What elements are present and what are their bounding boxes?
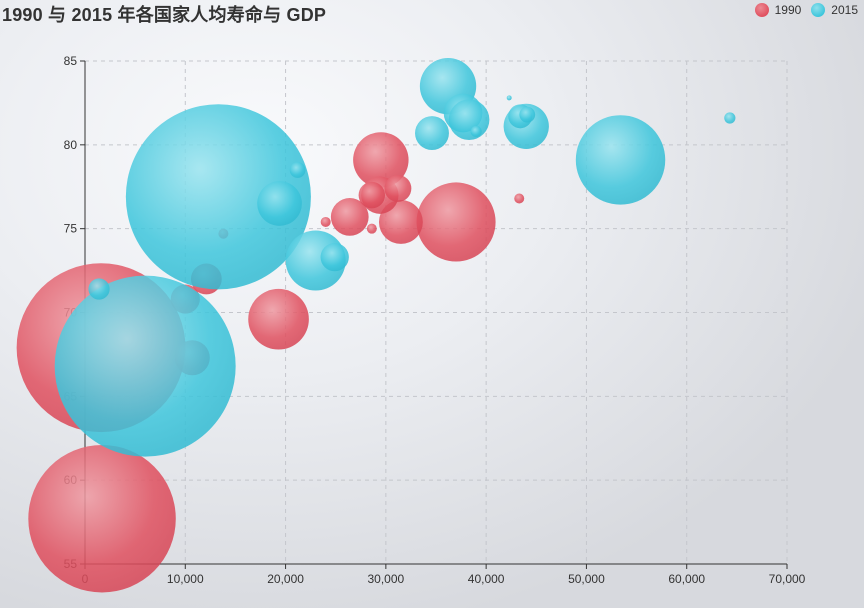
bubbles [16,57,736,593]
bubble-2015[interactable] [575,115,666,205]
bubble-2015[interactable] [415,116,449,151]
chart-title: 1990 与 2015 年各国家人均寿命与 GDP [2,5,327,25]
bubble-1990[interactable] [248,288,309,350]
legend-marker-1990 [754,3,769,17]
bubble-2015[interactable] [88,278,110,300]
bubble-1990[interactable] [366,223,377,234]
bubble-1990[interactable] [358,181,386,209]
legend-item-1990[interactable]: 1990 [754,3,802,17]
x-tick-label: 50,000 [568,572,605,586]
bubble-2015[interactable] [289,162,306,178]
legend-label-1990: 1990 [774,3,802,17]
bubble-2015[interactable] [125,104,311,290]
x-tick-label: 60,000 [668,572,705,586]
x-tick-label: 10,000 [167,572,204,586]
y-tick-label: 75 [64,222,78,236]
legend-label-2015: 2015 [831,3,858,17]
x-tick-label: 30,000 [368,572,405,586]
bubble-1990[interactable] [320,216,331,227]
x-tick-label: 20,000 [267,572,304,586]
bubble-2015[interactable] [320,243,349,272]
bubble-2015[interactable] [519,106,536,123]
bubble-1990[interactable] [384,174,412,202]
x-tick-label: 70,000 [769,572,806,586]
x-tick-label: 40,000 [468,572,505,586]
bubble-1990[interactable] [514,193,525,204]
legend-marker-2015 [811,3,826,17]
y-tick-label: 85 [64,54,78,68]
bubble-2015[interactable] [724,112,736,124]
bubble-2015[interactable] [506,95,512,101]
bubble-1990[interactable] [353,132,409,188]
bubble-2015[interactable] [448,99,490,140]
bubble-1990[interactable] [330,198,369,236]
bubble-1990[interactable] [416,182,496,262]
bubble-2015[interactable] [257,181,302,226]
bubble-1990[interactable] [28,444,176,593]
bubble-2015[interactable] [470,125,482,138]
y-tick-label: 80 [64,138,78,152]
legend-item-2015[interactable]: 2015 [811,3,858,17]
legend: 1990 2015 [754,3,858,17]
bubble-1990[interactable] [378,200,423,244]
bubble-2015[interactable] [54,275,236,457]
